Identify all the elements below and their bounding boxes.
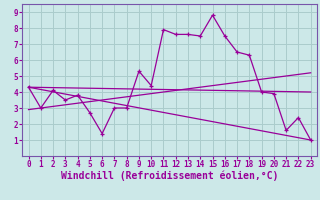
- X-axis label: Windchill (Refroidissement éolien,°C): Windchill (Refroidissement éolien,°C): [61, 171, 278, 181]
